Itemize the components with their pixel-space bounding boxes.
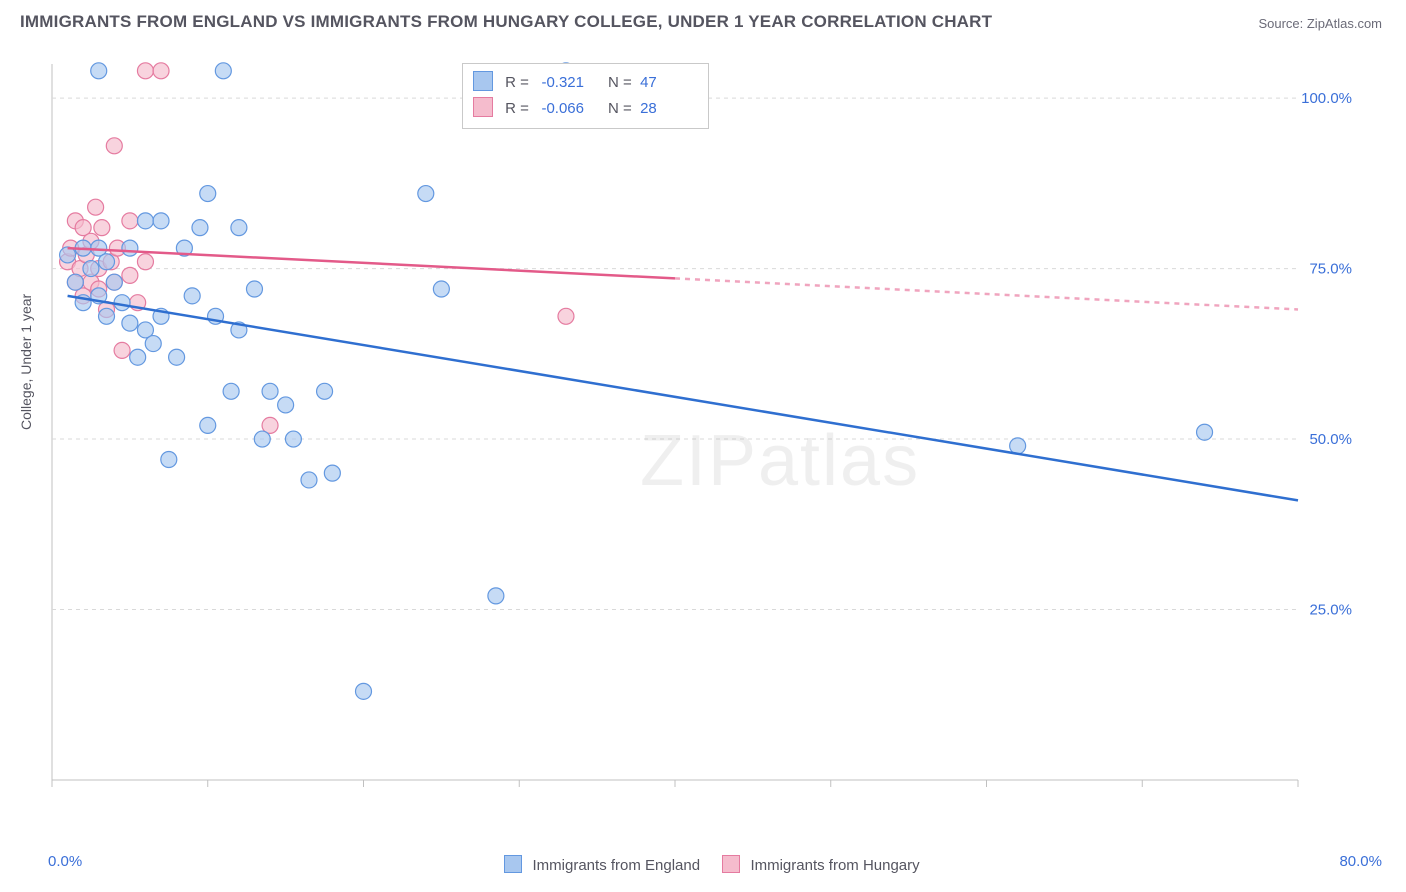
svg-text:75.0%: 75.0% bbox=[1309, 261, 1352, 278]
chart-title: IMMIGRANTS FROM ENGLAND VS IMMIGRANTS FR… bbox=[20, 12, 1386, 32]
swatch-icon bbox=[473, 97, 493, 117]
svg-text:50.0%: 50.0% bbox=[1309, 431, 1352, 448]
n-value: 28 bbox=[640, 96, 694, 122]
stats-row-england: R = -0.321 N = 47 bbox=[473, 70, 694, 96]
swatch-icon bbox=[722, 855, 740, 873]
r-value: -0.321 bbox=[541, 70, 595, 96]
legend-label-england: Immigrants from England bbox=[533, 857, 701, 874]
y-axis-label: College, Under 1 year bbox=[18, 294, 34, 430]
r-label: R = bbox=[505, 74, 529, 91]
svg-text:100.0%: 100.0% bbox=[1301, 90, 1352, 107]
swatch-icon bbox=[473, 71, 493, 91]
stats-row-hungary: R = -0.066 N = 28 bbox=[473, 96, 694, 122]
r-label: R = bbox=[505, 100, 529, 117]
n-label: N = bbox=[608, 74, 632, 91]
swatch-icon bbox=[504, 855, 522, 873]
stats-legend: R = -0.321 N = 47 R = -0.066 N = 28 bbox=[462, 63, 709, 129]
scatter-svg: 25.0% 50.0% 75.0% 100.0% bbox=[48, 60, 1358, 820]
source-text: Source: ZipAtlas.com bbox=[1258, 16, 1382, 31]
legend-label-hungary: Immigrants from Hungary bbox=[750, 857, 919, 874]
n-label: N = bbox=[608, 100, 632, 117]
svg-text:25.0%: 25.0% bbox=[1309, 602, 1352, 619]
plot-area: 25.0% 50.0% 75.0% 100.0% bbox=[48, 60, 1358, 820]
bottom-legend: Immigrants from England Immigrants from … bbox=[0, 855, 1406, 874]
r-value: -0.066 bbox=[541, 96, 595, 122]
n-value: 47 bbox=[640, 70, 694, 96]
